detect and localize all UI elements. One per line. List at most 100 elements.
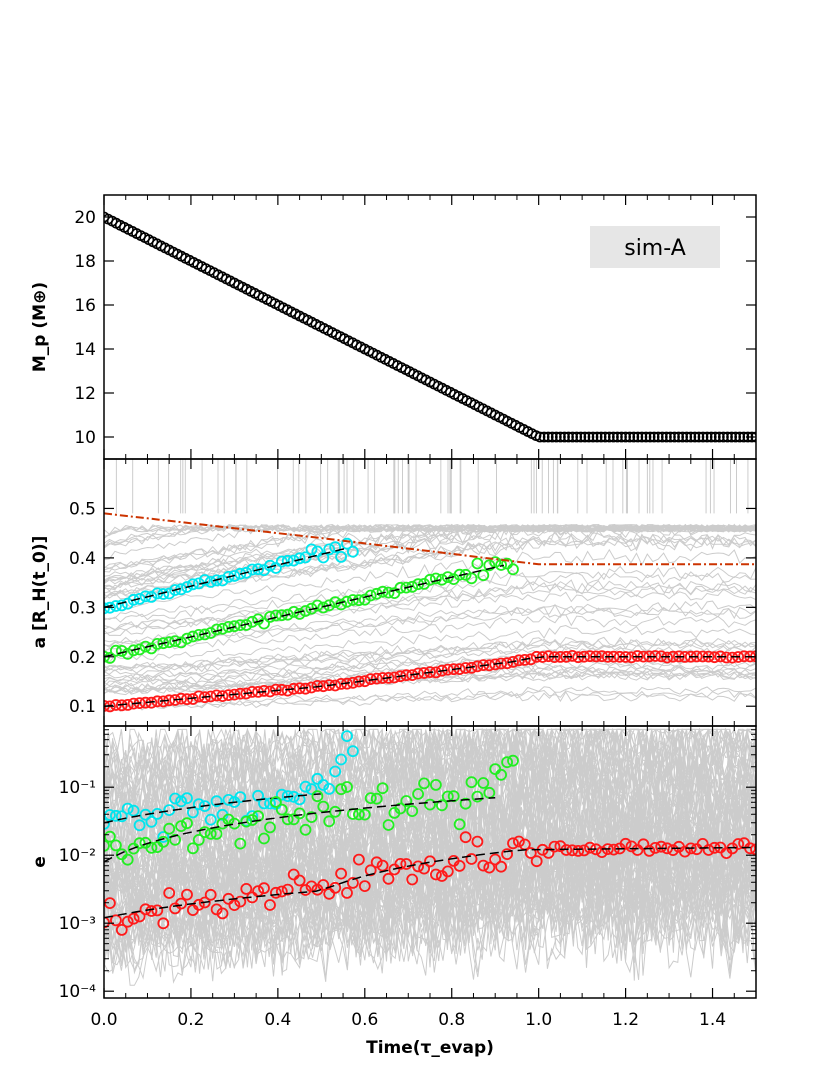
planet-2-point (210, 828, 223, 840)
planet-3-point (121, 915, 134, 928)
x-tick-label: 0.8 (438, 1010, 465, 1030)
mass-point (579, 431, 591, 443)
planet-3-point (329, 881, 342, 894)
planet-2-point (216, 622, 229, 635)
y-tick-label-mass: 20 (74, 208, 96, 228)
y-axis-label-eccentricity: e (30, 856, 50, 868)
planet-2-point (181, 817, 193, 830)
mass-point (726, 431, 737, 443)
planet-3-point (453, 860, 466, 872)
planet-3-point (281, 883, 294, 896)
planet-2-point (507, 754, 519, 767)
x-tick-label: 0.4 (264, 1010, 291, 1030)
planet-1-point (157, 588, 170, 600)
planet-3-point (572, 845, 585, 857)
planet-2-point (186, 842, 199, 855)
planet-2-point (453, 818, 466, 831)
y-tick-label-semimajor-axis: 0.3 (69, 598, 96, 618)
planet-2-point (370, 792, 383, 805)
background-trajectory (104, 756, 756, 870)
planet-3-point (198, 896, 211, 909)
mass-point (632, 431, 644, 443)
planet-1-point (175, 795, 188, 808)
planet-2-point (471, 790, 484, 803)
panel-eccentricity: 10⁻⁴ 10⁻³ 10⁻² 10⁻¹ (59, 727, 756, 1002)
mass-point (555, 431, 566, 443)
planet-3-point (341, 887, 353, 899)
planet-3-point (750, 843, 756, 856)
planet-2-point (329, 805, 342, 818)
mass-point (628, 431, 640, 443)
planet-3-point (346, 877, 359, 889)
planet-3-point (477, 859, 490, 872)
planet-2-point (281, 813, 294, 826)
x-tick-label: 0.0 (90, 1010, 117, 1030)
background-trajectory (104, 816, 756, 920)
mass-point (567, 431, 578, 443)
planet-3-point (590, 650, 602, 663)
y-tick-label-semimajor-axis: 0.1 (69, 697, 96, 717)
mass-point (542, 431, 554, 443)
planet-2-point (465, 776, 478, 789)
y-axis-label-mass: M_p (M⊕) (30, 282, 50, 372)
planet-3-point (299, 884, 312, 896)
planet-2-point (424, 573, 436, 586)
planet-2-point (364, 589, 377, 602)
planet-2-point (121, 647, 134, 660)
planet-3-point (406, 669, 419, 681)
mass-point (656, 431, 668, 443)
planet-2-point (293, 807, 306, 820)
planet-1-point (323, 783, 336, 795)
planet-3-point (459, 831, 472, 844)
panel-mass: 10 12 14 16 18 20 (74, 208, 756, 448)
mass-point (599, 431, 611, 443)
background-trajectory (104, 645, 756, 676)
planet-2-point (258, 832, 270, 845)
planet-3-point (507, 837, 519, 850)
panel-frame (103, 725, 757, 999)
planet-1-point (228, 570, 241, 582)
background-trajectory (104, 523, 756, 584)
planet-1-point (198, 800, 211, 812)
mass-point (722, 431, 733, 443)
planet-2-point (352, 808, 365, 821)
planet-1-point (341, 730, 353, 742)
mass-point (636, 431, 648, 443)
y-tick-label-eccentricity: 10⁻³ (59, 914, 96, 934)
background-trajectory (104, 565, 756, 621)
planet-2-point (145, 841, 158, 854)
planet-1-point (252, 789, 265, 802)
background-trajectory (104, 775, 756, 882)
planet-3-point (228, 899, 241, 911)
planet-1-point (110, 809, 122, 822)
planet-2-point (358, 808, 371, 821)
background-trajectory (104, 691, 756, 713)
planet-2-point (293, 608, 306, 620)
mass-point (546, 431, 558, 443)
mass-point (669, 431, 680, 443)
planet-3-point (305, 880, 318, 893)
mass-point (673, 431, 684, 443)
y-tick-label-eccentricity: 10⁻⁴ (59, 982, 97, 1002)
background-trajectory (104, 582, 756, 635)
planet-2-point (495, 768, 508, 781)
planet-2-point (400, 581, 413, 594)
background-trajectory (104, 859, 756, 966)
planet-3-point (127, 912, 140, 925)
background-trajectory (104, 638, 756, 671)
planet-2-point (240, 815, 253, 828)
background-trajectory (104, 655, 756, 684)
planet-3-point (281, 684, 294, 697)
planet-3-point (578, 844, 590, 857)
planet-1-point (222, 794, 235, 806)
background-trajectory (104, 523, 756, 539)
planet-2-point (157, 637, 170, 650)
planet-2-point (169, 833, 182, 846)
planet-1-point (281, 554, 294, 567)
planet-2-point (489, 556, 502, 568)
planet-2-point (198, 826, 211, 838)
planet-3-point (269, 886, 282, 899)
planet-1-point (169, 584, 182, 596)
planet-2-point (264, 821, 276, 834)
